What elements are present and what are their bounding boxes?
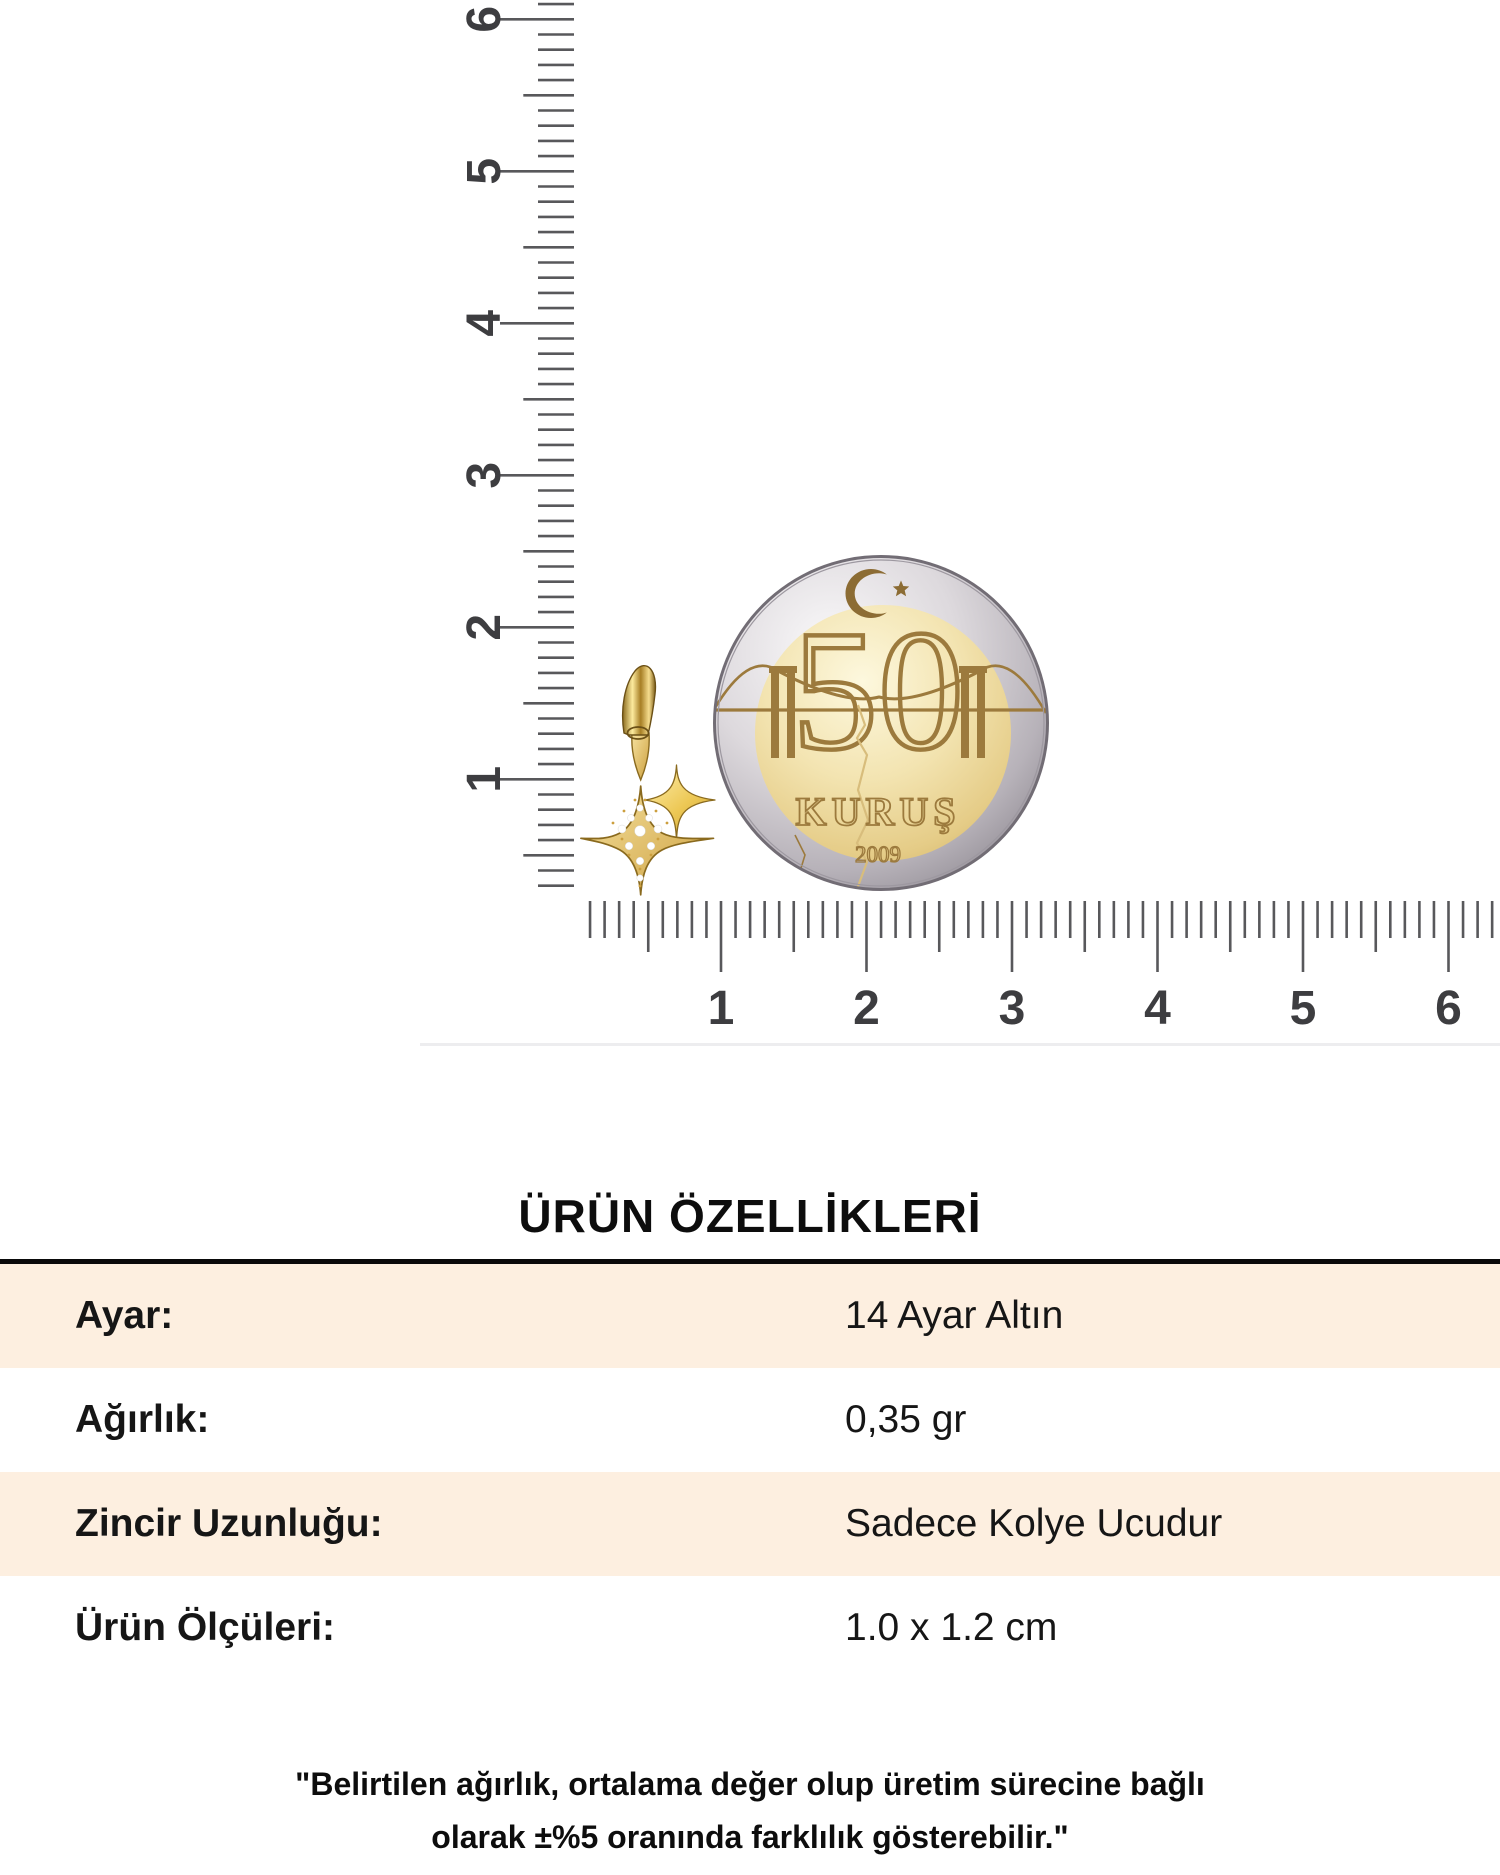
svg-text:2: 2 xyxy=(458,614,511,641)
svg-text:4: 4 xyxy=(1144,982,1171,1035)
svg-text:5: 5 xyxy=(458,158,511,185)
svg-text:3: 3 xyxy=(458,462,511,489)
svg-text:4: 4 xyxy=(458,310,511,337)
svg-text:6: 6 xyxy=(1435,982,1462,1035)
svg-text:5: 5 xyxy=(1290,982,1317,1035)
svg-text:3: 3 xyxy=(999,982,1026,1035)
svg-text:1: 1 xyxy=(458,766,511,793)
svg-text:2: 2 xyxy=(853,982,880,1035)
svg-text:50: 50 xyxy=(792,596,964,786)
svg-text:KURUŞ: KURUŞ xyxy=(795,789,960,834)
svg-text:2009: 2009 xyxy=(855,842,901,867)
svg-text:6: 6 xyxy=(458,6,511,33)
svg-text:1: 1 xyxy=(708,982,735,1035)
